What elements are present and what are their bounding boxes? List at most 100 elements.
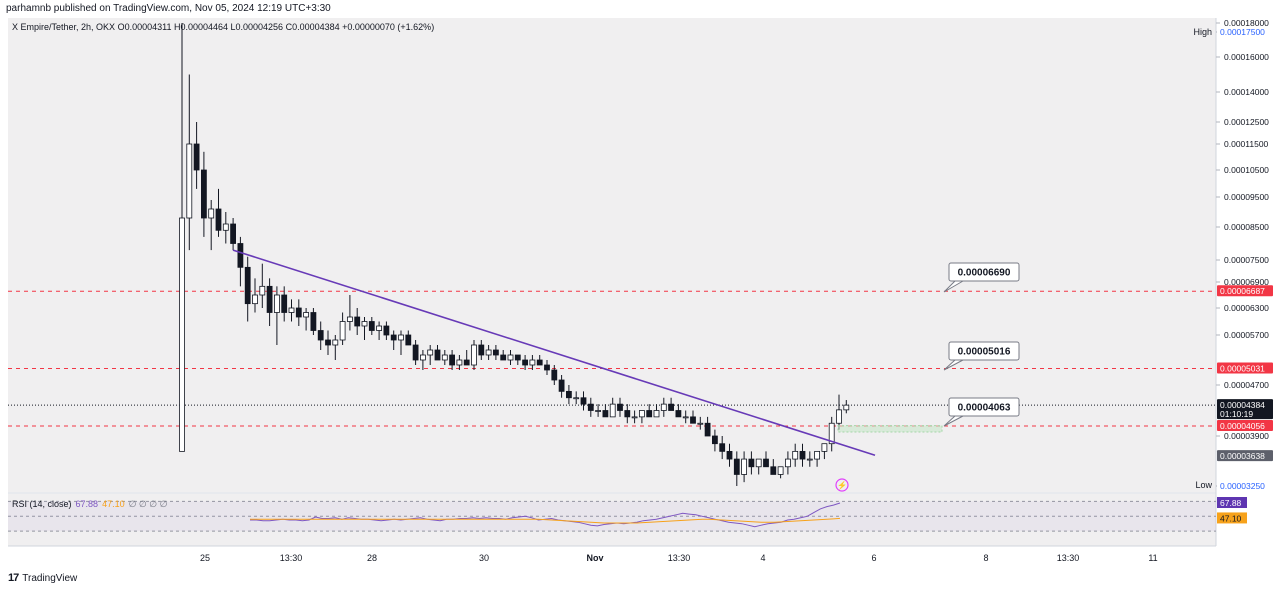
- candle-body: [573, 397, 580, 400]
- candle-body: [186, 143, 193, 219]
- candle-body: [836, 409, 842, 424]
- candle-body: [259, 285, 266, 296]
- callout-box[interactable]: [948, 262, 1020, 282]
- candle-body: [383, 325, 390, 336]
- candle-body: [697, 422, 704, 425]
- candle-body: [828, 422, 835, 445]
- x-tick-label: 8: [983, 553, 988, 563]
- price-tag-label: 0.00003638: [1220, 451, 1265, 461]
- candle-body: [456, 359, 463, 366]
- y-tick-label: 0.00012500: [1224, 117, 1269, 127]
- y-tick-label: 0.00018000: [1224, 18, 1269, 28]
- x-tick-label: 13:30: [1057, 553, 1080, 563]
- candle-body: [427, 349, 434, 356]
- candle-body: [325, 339, 331, 346]
- price-tag-label: 0.00006687: [1220, 286, 1265, 296]
- candle-body: [244, 266, 251, 305]
- x-tick-label: 6: [871, 553, 876, 563]
- price-tag-bg: [1217, 362, 1273, 374]
- candle-body: [332, 339, 339, 346]
- lightning-icon[interactable]: [835, 478, 849, 492]
- candle-body: [222, 223, 229, 231]
- y-tick-label: 0.00008500: [1224, 222, 1269, 232]
- x-tick-label: 13:30: [668, 553, 691, 563]
- candle-body: [273, 294, 280, 313]
- candle-body: [733, 458, 740, 475]
- rsi-value: 67.88: [75, 499, 99, 509]
- candle-body: [617, 403, 623, 411]
- candle-body: [653, 410, 660, 418]
- candle-body: [719, 443, 726, 452]
- candle-body: [595, 410, 601, 412]
- ohlc-values: O0.00004311 H0.00004464 L0.00004256 C0.0…: [117, 22, 435, 32]
- symbol-line: X Empire/Tether, 2h, OKX: [12, 22, 116, 32]
- candle-body: [500, 354, 507, 361]
- candle-body: [726, 450, 733, 460]
- y-tick-label: 0.00003900: [1224, 431, 1269, 441]
- callout-box[interactable]: [948, 341, 1020, 361]
- x-tick-label: 11: [1148, 553, 1157, 563]
- price-tag-label: 0.00003250: [1220, 481, 1265, 491]
- candle-body: [478, 344, 485, 356]
- candle-body: [646, 410, 653, 418]
- candle-body: [690, 416, 696, 424]
- candle-body: [675, 410, 682, 418]
- published-line: parhamnb published on TradingView.com, N…: [6, 3, 331, 14]
- rsi-ma-tag-label: 47.10: [1220, 513, 1242, 523]
- candle-body: [492, 349, 499, 356]
- candle-body: [682, 416, 689, 419]
- x-tick-label: Nov: [586, 553, 603, 563]
- candle-body: [639, 410, 645, 418]
- candle-body: [712, 435, 718, 445]
- candle-body: [237, 243, 244, 268]
- rsi-ma-tag: [1217, 512, 1247, 524]
- candle-body: [354, 316, 361, 327]
- candle-body: [544, 364, 550, 371]
- callout-box[interactable]: [948, 397, 1020, 417]
- breakout-zone-box[interactable]: [837, 425, 943, 433]
- callout-label: 0.00005016: [958, 347, 1011, 358]
- callout-pointer: [943, 359, 964, 371]
- candle-body: [419, 354, 426, 361]
- candle-body: [193, 143, 200, 171]
- price-tag-label: 0.00005031: [1220, 363, 1265, 373]
- x-tick-label: 28: [367, 553, 377, 563]
- candle-body: [631, 416, 638, 419]
- candle-body: [814, 450, 820, 460]
- price-tag-bg: [1217, 450, 1273, 462]
- y-tick-label: 0.00006300: [1224, 303, 1269, 313]
- rsi-ma-line: [250, 517, 841, 524]
- price-tag-bg: [1217, 285, 1273, 297]
- y-tick-label: 0.00014000: [1224, 87, 1269, 97]
- candle-body: [529, 359, 536, 366]
- rsi-empty-values: ∅ ∅ ∅ ∅: [128, 499, 168, 509]
- price-tag-bg: [1217, 420, 1273, 432]
- descending-trendline[interactable]: [232, 249, 876, 456]
- y-tick-label: 0.00006900: [1224, 277, 1269, 287]
- candle-body: [770, 466, 777, 475]
- y-tick-label: 0.00004700: [1224, 380, 1269, 390]
- candle-body: [303, 312, 310, 318]
- rsi-ma-value: 47.10: [102, 499, 125, 509]
- candle-body: [704, 422, 711, 437]
- y-tick-label: 0.00007500: [1224, 255, 1269, 265]
- candle-body: [777, 466, 784, 475]
- rsi-value-tag-label: 67.88: [1220, 498, 1242, 508]
- candle-body: [806, 458, 813, 461]
- candle-body: [368, 321, 375, 331]
- candle-body: [361, 321, 368, 327]
- callout-pointer: [943, 280, 964, 293]
- candle-body: [799, 450, 806, 460]
- candle-body: [215, 208, 222, 231]
- y-tick-label: 0.00016000: [1224, 52, 1269, 62]
- low-label: Low: [1195, 480, 1212, 490]
- candle-body: [609, 403, 616, 418]
- price-tag-label: 0.00004384: [1220, 400, 1265, 410]
- lightning-glyph: ⚡: [837, 480, 847, 490]
- footer: 17 TradingView: [8, 572, 77, 584]
- x-tick-label: 25: [200, 553, 210, 563]
- candle-body: [580, 397, 587, 405]
- candle-body: [441, 354, 448, 361]
- candle-body: [434, 349, 441, 361]
